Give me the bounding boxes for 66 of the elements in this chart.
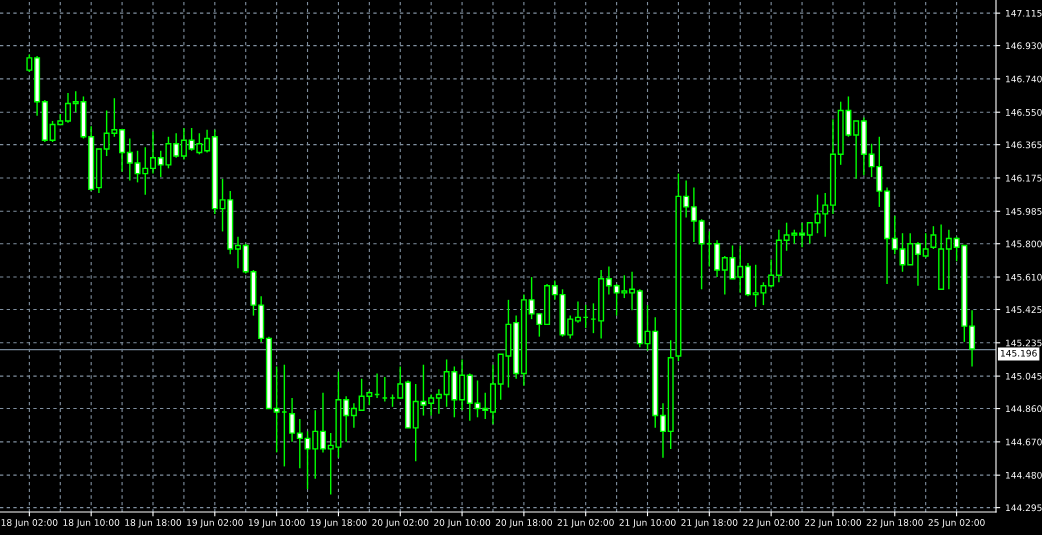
y-tick-label: 147.115 xyxy=(1006,10,1042,17)
ref-line-label: 145.196 xyxy=(1000,349,1037,357)
candlestick xyxy=(551,279,558,301)
candlestick xyxy=(698,218,705,291)
x-tick-label: 19 Jun 02:00 xyxy=(187,519,243,528)
candlestick xyxy=(853,120,860,180)
candlestick xyxy=(126,137,133,182)
x-tick-label: 18 Jun 02:00 xyxy=(1,519,58,528)
y-tick-label: 145.045 xyxy=(1006,372,1042,380)
candlestick xyxy=(799,221,806,248)
x-tick-label: 25 Jun 02:00 xyxy=(928,519,985,528)
y-tick-label: 146.365 xyxy=(1006,141,1042,149)
x-tick-label: 19 Jun 10:00 xyxy=(248,519,305,528)
x-tick-label: 20 Jun 10:00 xyxy=(434,519,491,528)
y-tick-label: 145.235 xyxy=(1006,339,1042,347)
candlestick xyxy=(273,365,280,454)
candlestick xyxy=(149,130,157,175)
candlestick xyxy=(119,129,126,173)
x-tick-label: 20 Jun 18:00 xyxy=(495,519,552,528)
y-tick-label: 146.550 xyxy=(1006,108,1042,116)
x-tick-label: 18 Jun 18:00 xyxy=(125,519,182,528)
x-tick-label: 21 Jun 10:00 xyxy=(619,519,676,528)
candlestick xyxy=(435,388,442,415)
candlestick xyxy=(922,232,929,259)
x-tick-label: 22 Jun 02:00 xyxy=(743,519,800,528)
y-tick-label: 146.930 xyxy=(1006,42,1042,50)
candlestick xyxy=(945,229,952,291)
candlestick xyxy=(914,241,921,287)
candlestick xyxy=(350,402,357,429)
x-tick-label: 18 Jun 10:00 xyxy=(63,519,120,528)
x-tick-label: 19 Jun 18:00 xyxy=(310,519,367,528)
y-tick-label: 145.985 xyxy=(1006,208,1042,215)
candlestick xyxy=(397,365,404,399)
candlestick xyxy=(930,225,937,250)
x-tick-label: 22 Jun 10:00 xyxy=(804,519,862,528)
y-tick-label: 144.860 xyxy=(1006,405,1042,413)
candlestick xyxy=(969,309,976,368)
y-tick-label: 144.295 xyxy=(1006,504,1042,512)
x-tick-label: 21 Jun 02:00 xyxy=(557,519,614,528)
candlestick xyxy=(574,300,581,324)
y-tick-label: 144.480 xyxy=(1006,471,1042,479)
y-tick-label: 144.670 xyxy=(1006,438,1042,446)
candlestick xyxy=(343,395,350,443)
y-tick-label: 146.740 xyxy=(1006,75,1042,83)
candlestick xyxy=(234,236,242,269)
candlestick xyxy=(319,392,326,454)
x-tick-label: 21 Jun 18:00 xyxy=(681,519,738,528)
x-tick-label: 22 Jun 18:00 xyxy=(866,519,923,528)
candlestick xyxy=(296,418,303,469)
y-tick-label: 146.175 xyxy=(1006,174,1042,182)
candlestick xyxy=(428,393,435,417)
y-tick-label: 145.425 xyxy=(1006,306,1042,314)
candlestick xyxy=(768,258,775,289)
candlestick xyxy=(180,127,187,161)
candlestick xyxy=(690,186,697,243)
x-tick-label: 20 Jun 02:00 xyxy=(372,519,429,528)
candlestick xyxy=(629,271,636,312)
candlestick xyxy=(289,397,296,443)
candlestick xyxy=(204,129,211,154)
y-tick-label: 145.610 xyxy=(1006,273,1042,281)
candlestick xyxy=(173,132,180,159)
candlestick xyxy=(659,402,666,459)
y-tick-label: 145.800 xyxy=(1006,240,1042,248)
candlestick xyxy=(683,179,690,219)
candlestick xyxy=(64,92,72,124)
candlestick xyxy=(605,265,612,296)
